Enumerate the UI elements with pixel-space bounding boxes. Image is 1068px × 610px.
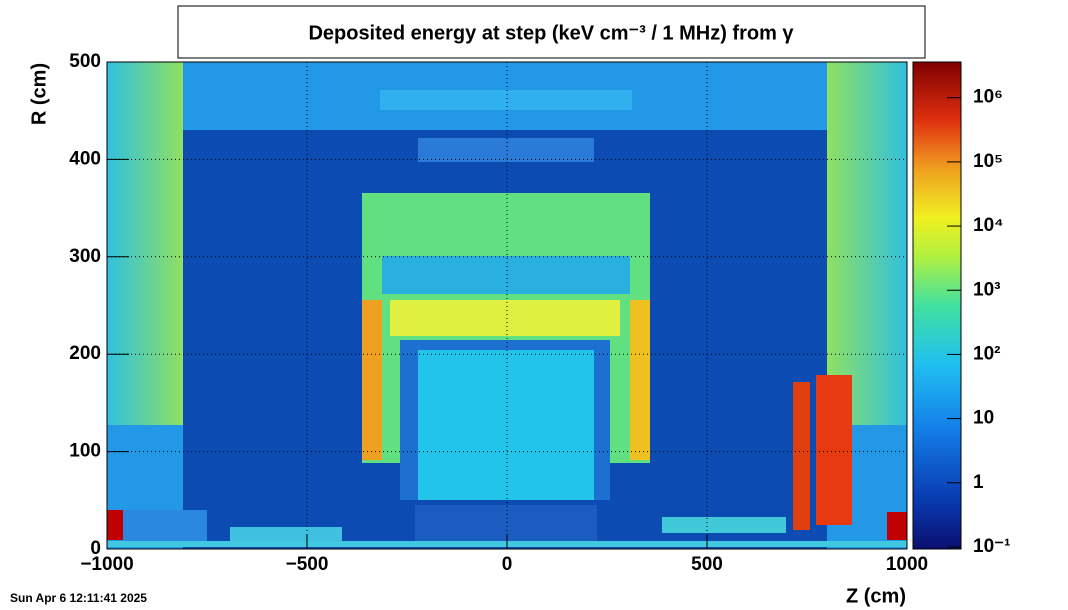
title-box	[177, 5, 926, 59]
z-tick-label: 10⁻¹	[973, 536, 1011, 557]
heatmap	[107, 62, 907, 549]
cell	[418, 138, 594, 162]
cell	[230, 527, 342, 541]
cell	[390, 300, 620, 336]
y-tick-label: 100	[69, 441, 101, 462]
color-bar-frame	[912, 61, 962, 550]
cell	[382, 256, 630, 294]
timestamp: Sun Apr 6 12:11:41 2025	[10, 591, 147, 605]
chart-title: Deposited energy at step (keV cm⁻³ / 1 M…	[308, 22, 794, 44]
z-tick-label: 1	[973, 472, 984, 493]
cell	[380, 90, 632, 110]
z-tick-label: 10³	[973, 279, 1000, 300]
cell	[662, 517, 786, 533]
x-tick-label: −1000	[80, 554, 133, 575]
y-tick-label: 500	[69, 51, 101, 72]
z-tick-label: 10⁴	[973, 215, 1004, 236]
cell	[362, 300, 382, 460]
cell	[107, 510, 123, 540]
cell	[793, 382, 810, 530]
y-tick-label: 300	[69, 246, 101, 267]
y-tick-label: 400	[69, 148, 101, 169]
y-axis-label: R (cm)	[28, 63, 50, 125]
z-tick-label: 10	[973, 408, 994, 429]
x-tick-label: −500	[286, 554, 329, 575]
z-tick-label: 10⁶	[973, 87, 1003, 108]
cell	[816, 375, 852, 525]
x-tick-label: 1000	[886, 554, 928, 575]
y-tick-label: 200	[69, 343, 101, 364]
color-bar	[913, 62, 961, 549]
x-axis-label: Z (cm)	[846, 585, 906, 607]
cell	[630, 300, 650, 460]
cell	[418, 350, 594, 500]
z-tick-label: 10⁵	[973, 151, 1003, 172]
y-tick-label: 0	[90, 538, 101, 559]
x-tick-label: 0	[502, 554, 513, 575]
cell	[107, 62, 183, 425]
cell	[415, 505, 597, 541]
cell	[123, 510, 207, 542]
z-tick-label: 10²	[973, 343, 1000, 364]
cell	[887, 512, 907, 540]
x-tick-label: 500	[691, 554, 723, 575]
cell	[827, 62, 907, 425]
